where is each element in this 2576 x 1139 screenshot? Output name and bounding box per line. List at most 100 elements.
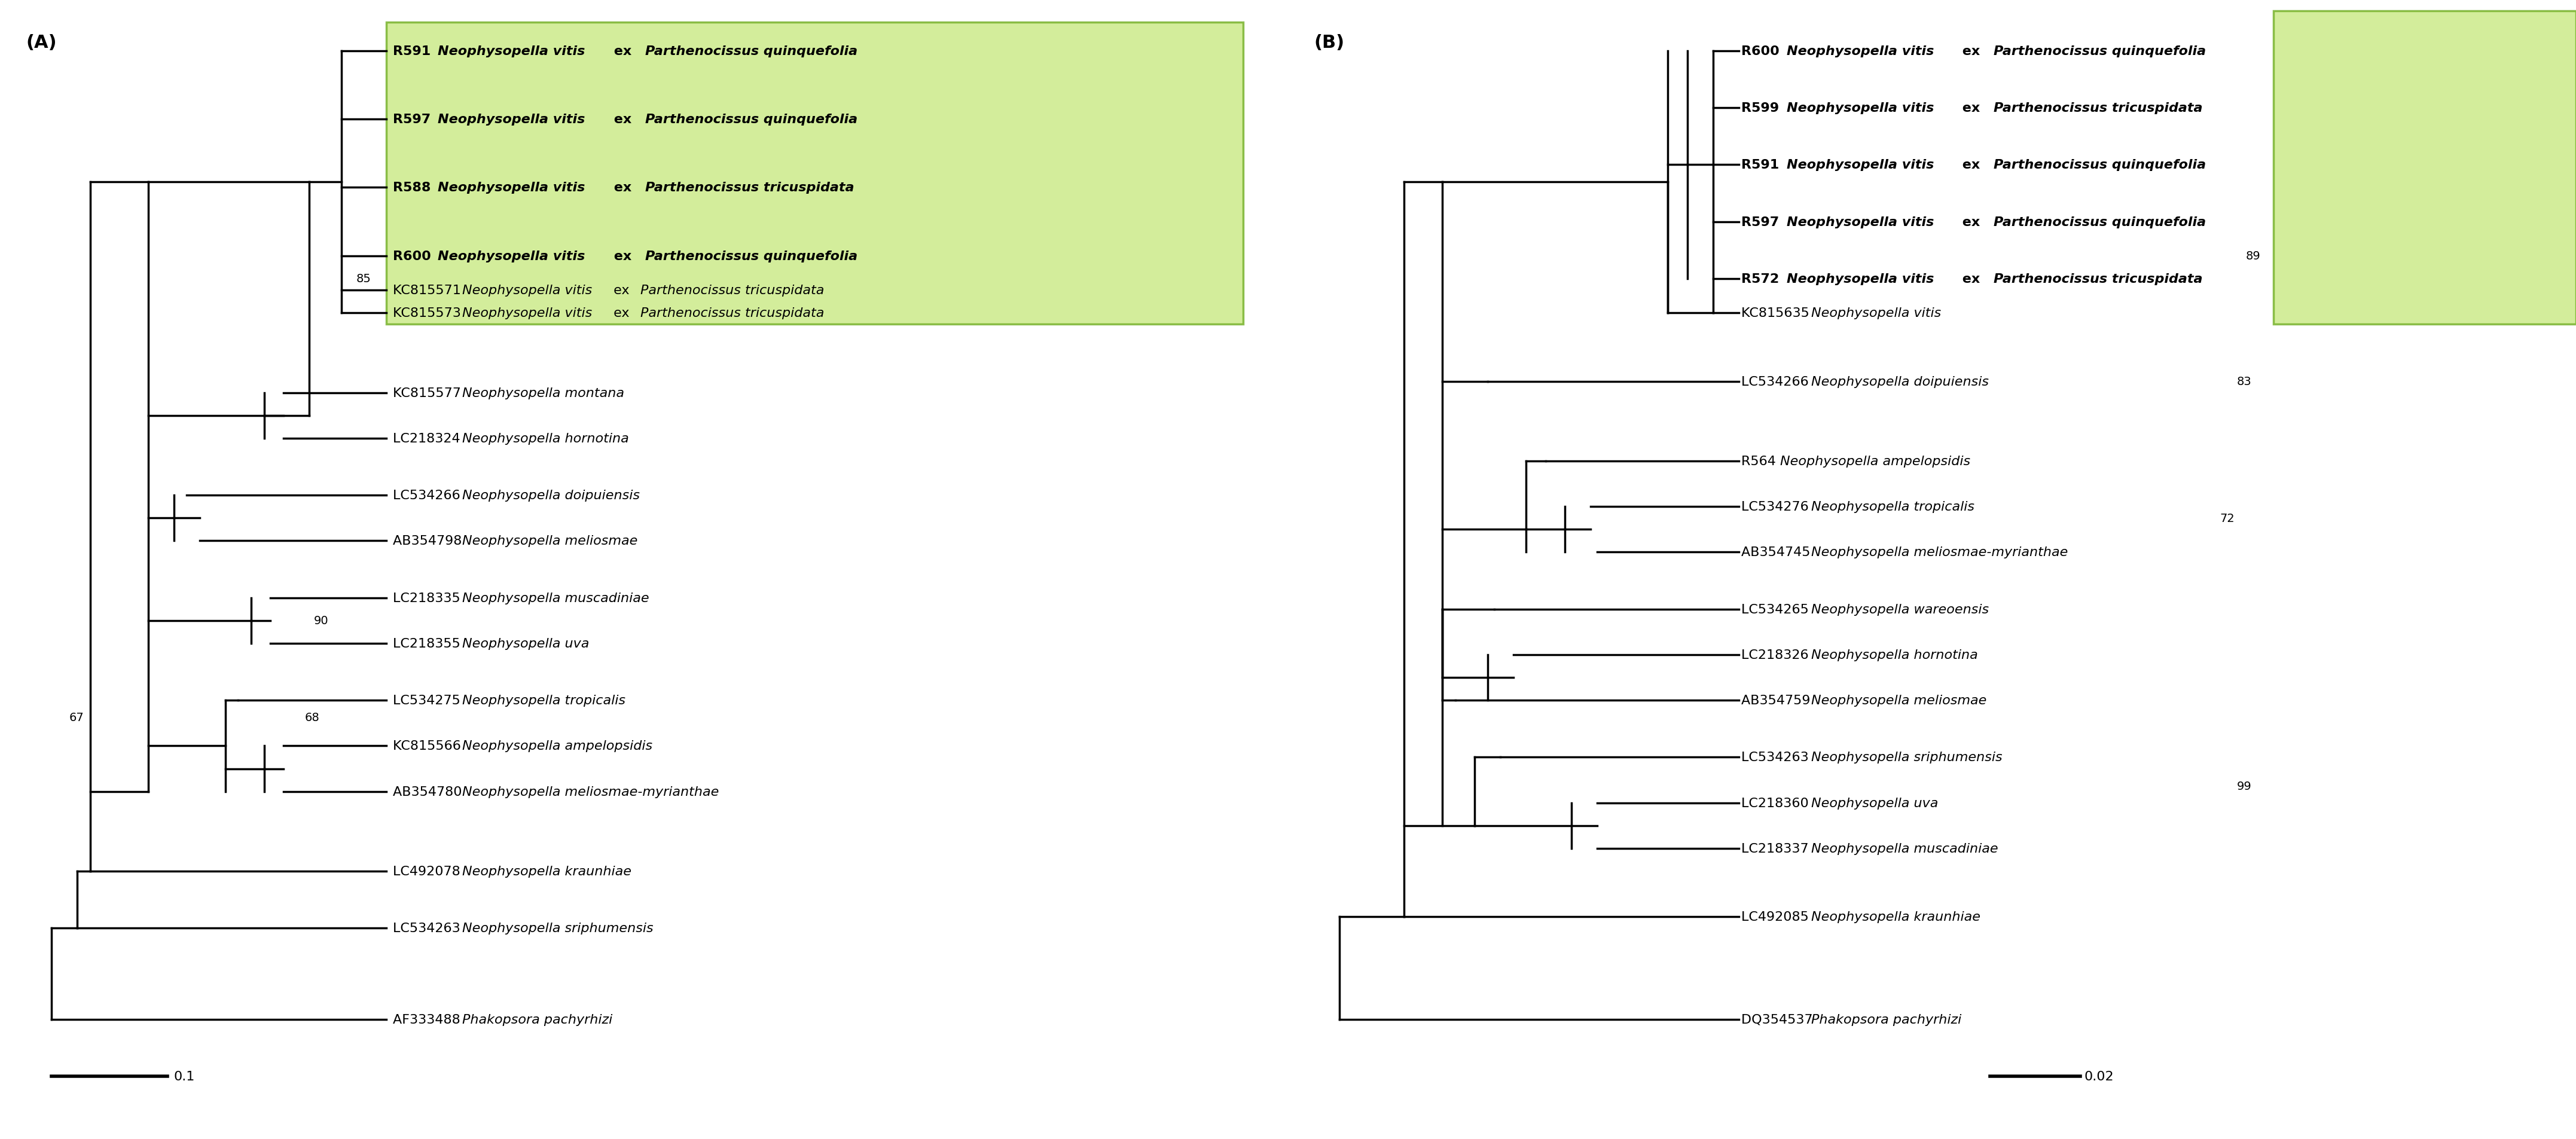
Text: Neophysopella doipuiensis: Neophysopella doipuiensis bbox=[1811, 376, 1989, 387]
Text: Neophysopella vitis: Neophysopella vitis bbox=[1811, 308, 1940, 319]
Text: Neophysopella vitis: Neophysopella vitis bbox=[438, 46, 585, 57]
Text: Parthenocissus quinquefolia: Parthenocissus quinquefolia bbox=[644, 46, 858, 57]
Text: R564: R564 bbox=[1741, 456, 1780, 467]
Text: 72: 72 bbox=[2221, 513, 2236, 524]
Text: (A): (A) bbox=[26, 34, 57, 51]
Text: Neophysopella vitis: Neophysopella vitis bbox=[464, 285, 592, 296]
FancyBboxPatch shape bbox=[2272, 11, 2576, 325]
Text: Neophysopella vitis: Neophysopella vitis bbox=[438, 182, 585, 194]
Text: 67: 67 bbox=[70, 712, 82, 723]
Text: Parthenocissus tricuspidata: Parthenocissus tricuspidata bbox=[644, 182, 855, 194]
Text: Neophysopella sriphumensis: Neophysopella sriphumensis bbox=[464, 923, 654, 934]
Text: ex: ex bbox=[1958, 273, 1984, 285]
Text: AB354745: AB354745 bbox=[1741, 547, 1814, 558]
Text: 99: 99 bbox=[2236, 780, 2251, 792]
Text: R600: R600 bbox=[392, 251, 435, 262]
Text: R600: R600 bbox=[1741, 46, 1785, 57]
Text: LC218355: LC218355 bbox=[392, 638, 464, 649]
Text: ex: ex bbox=[1958, 216, 1984, 228]
Text: R591: R591 bbox=[1741, 159, 1783, 171]
Text: KC815635: KC815635 bbox=[1741, 308, 1814, 319]
Text: LC218335: LC218335 bbox=[392, 592, 464, 604]
Text: Parthenocissus quinquefolia: Parthenocissus quinquefolia bbox=[644, 114, 858, 125]
Text: KC815573: KC815573 bbox=[392, 308, 466, 319]
Text: Parthenocissus quinquefolia: Parthenocissus quinquefolia bbox=[1994, 216, 2205, 228]
Text: AB354798: AB354798 bbox=[392, 535, 466, 547]
Text: Neophysopella kraunhiae: Neophysopella kraunhiae bbox=[1811, 911, 1981, 923]
Text: Parthenocissus tricuspidata: Parthenocissus tricuspidata bbox=[1994, 103, 2202, 114]
Text: LC534266: LC534266 bbox=[392, 490, 464, 501]
Text: LC534263: LC534263 bbox=[1741, 752, 1814, 763]
Text: R591: R591 bbox=[392, 46, 435, 57]
Text: Neophysopella vitis: Neophysopella vitis bbox=[1788, 103, 1935, 114]
Text: Neophysopella meliosmae-myrianthae: Neophysopella meliosmae-myrianthae bbox=[464, 786, 719, 797]
Text: Neophysopella vitis: Neophysopella vitis bbox=[1788, 216, 1935, 228]
Text: LC218324: LC218324 bbox=[392, 433, 464, 444]
Text: Neophysopella meliosmae: Neophysopella meliosmae bbox=[464, 535, 639, 547]
Text: Neophysopella uva: Neophysopella uva bbox=[464, 638, 590, 649]
Text: LC534276: LC534276 bbox=[1741, 501, 1814, 513]
Text: Parthenocissus quinquefolia: Parthenocissus quinquefolia bbox=[644, 251, 858, 262]
Text: ex: ex bbox=[608, 46, 636, 57]
Text: Neophysopella vitis: Neophysopella vitis bbox=[438, 251, 585, 262]
Text: ex: ex bbox=[608, 114, 636, 125]
Text: Neophysopella vitis: Neophysopella vitis bbox=[1788, 46, 1935, 57]
Text: LC534275: LC534275 bbox=[392, 695, 464, 706]
Text: Neophysopella uva: Neophysopella uva bbox=[1811, 797, 1937, 809]
Text: Neophysopella montana: Neophysopella montana bbox=[464, 387, 623, 399]
Text: (B): (B) bbox=[1314, 34, 1345, 51]
Text: 68: 68 bbox=[304, 712, 319, 723]
Text: LC218360: LC218360 bbox=[1741, 797, 1814, 809]
Text: LC534263: LC534263 bbox=[392, 923, 464, 934]
Text: LC534265: LC534265 bbox=[1741, 604, 1814, 615]
Text: KC815577: KC815577 bbox=[392, 387, 466, 399]
Text: 0.02: 0.02 bbox=[2084, 1071, 2115, 1082]
Text: AB354759: AB354759 bbox=[1741, 695, 1814, 706]
Text: Neophysopella meliosmae: Neophysopella meliosmae bbox=[1811, 695, 1986, 706]
Text: Neophysopella tropicalis: Neophysopella tropicalis bbox=[464, 695, 626, 706]
Text: Parthenocissus quinquefolia: Parthenocissus quinquefolia bbox=[1994, 159, 2205, 171]
Text: Neophysopella muscadiniae: Neophysopella muscadiniae bbox=[1811, 843, 1999, 854]
Text: 83: 83 bbox=[2236, 376, 2251, 387]
Text: Neophysopella ampelopsidis: Neophysopella ampelopsidis bbox=[464, 740, 652, 752]
Text: AF333488: AF333488 bbox=[392, 1014, 464, 1025]
Text: LC218337: LC218337 bbox=[1741, 843, 1814, 854]
Text: ex: ex bbox=[608, 182, 636, 194]
Text: ex: ex bbox=[608, 308, 634, 319]
Text: ex: ex bbox=[1958, 159, 1984, 171]
Text: Neophysopella tropicalis: Neophysopella tropicalis bbox=[1811, 501, 1973, 513]
Text: 0.1: 0.1 bbox=[175, 1071, 196, 1082]
Text: R588: R588 bbox=[392, 182, 435, 194]
Text: DQ354537: DQ354537 bbox=[1741, 1014, 1816, 1025]
Text: LC534266: LC534266 bbox=[1741, 376, 1814, 387]
Text: LC492078: LC492078 bbox=[392, 866, 464, 877]
Text: R572: R572 bbox=[1741, 273, 1783, 285]
Text: Parthenocissus tricuspidata: Parthenocissus tricuspidata bbox=[1994, 273, 2202, 285]
Text: AB354780: AB354780 bbox=[392, 786, 466, 797]
Text: Parthenocissus tricuspidata: Parthenocissus tricuspidata bbox=[639, 285, 824, 296]
Text: Neophysopella vitis: Neophysopella vitis bbox=[1788, 159, 1935, 171]
Text: R597: R597 bbox=[392, 114, 435, 125]
Text: R599: R599 bbox=[1741, 103, 1783, 114]
Text: Phakopsora pachyrhizi: Phakopsora pachyrhizi bbox=[464, 1014, 613, 1025]
Text: Parthenocissus quinquefolia: Parthenocissus quinquefolia bbox=[1994, 46, 2205, 57]
Text: R597: R597 bbox=[1741, 216, 1783, 228]
Text: Neophysopella vitis: Neophysopella vitis bbox=[1788, 273, 1935, 285]
Text: ex: ex bbox=[1958, 46, 1984, 57]
FancyBboxPatch shape bbox=[386, 23, 1244, 325]
Text: Neophysopella kraunhiae: Neophysopella kraunhiae bbox=[464, 866, 631, 877]
Text: KC815566: KC815566 bbox=[392, 740, 466, 752]
Text: 89: 89 bbox=[2246, 251, 2262, 262]
Text: Parthenocissus tricuspidata: Parthenocissus tricuspidata bbox=[639, 308, 824, 319]
Text: Neophysopella muscadiniae: Neophysopella muscadiniae bbox=[464, 592, 649, 604]
Text: Neophysopella hornotina: Neophysopella hornotina bbox=[464, 433, 629, 444]
Text: Neophysopella sriphumensis: Neophysopella sriphumensis bbox=[1811, 752, 2002, 763]
Text: 85: 85 bbox=[355, 273, 371, 285]
Text: Neophysopella meliosmae-myrianthae: Neophysopella meliosmae-myrianthae bbox=[1811, 547, 2069, 558]
Text: LC218326: LC218326 bbox=[1741, 649, 1814, 661]
Text: 90: 90 bbox=[314, 615, 330, 626]
Text: Neophysopella vitis: Neophysopella vitis bbox=[464, 308, 592, 319]
Text: Neophysopella hornotina: Neophysopella hornotina bbox=[1811, 649, 1978, 661]
Text: Neophysopella doipuiensis: Neophysopella doipuiensis bbox=[464, 490, 639, 501]
Text: Neophysopella wareoensis: Neophysopella wareoensis bbox=[1811, 604, 1989, 615]
